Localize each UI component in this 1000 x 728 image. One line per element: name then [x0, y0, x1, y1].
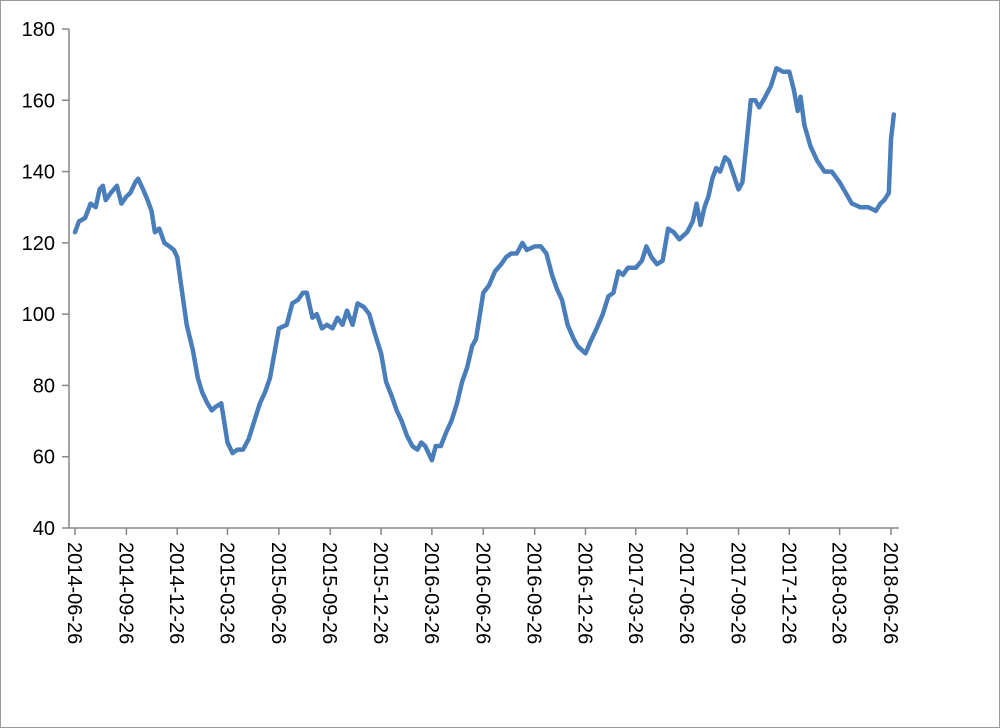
x-axis: 2014-06-26 2014-09-26 2014-12-26 2015-03-26…	[63, 527, 901, 644]
x-tick-label: 2016-09-26	[523, 542, 545, 644]
x-tick-label: 2017-03-26	[624, 542, 646, 644]
y-tick-label: 60	[33, 447, 55, 469]
x-tick-label: 2014-12-26	[165, 542, 187, 644]
y-tick-label: 40	[33, 518, 55, 540]
y-tick-label: 140	[22, 162, 55, 184]
y-tick-label: 160	[22, 90, 55, 112]
x-tick-label: 2018-06-26	[879, 542, 901, 644]
x-tick-label: 2015-09-26	[318, 542, 340, 644]
x-tick-label: 2014-06-26	[63, 542, 85, 644]
y-tick-label: 180	[22, 19, 55, 41]
x-tick-label: 2014-09-26	[114, 542, 136, 644]
x-tick-label: 2015-12-26	[369, 542, 391, 644]
x-tick-label: 2016-12-26	[573, 542, 595, 644]
x-tick-label: 2017-09-26	[727, 542, 749, 644]
series-line	[72, 65, 897, 463]
y-tick-label: 120	[22, 233, 55, 255]
y-tick-label: 80	[33, 375, 55, 397]
x-tick-label: 2017-06-26	[675, 542, 697, 644]
x-tick-label: 2015-03-26	[215, 542, 237, 644]
plot-area	[72, 65, 897, 463]
x-tick-label: 2016-03-26	[420, 542, 442, 644]
y-axis: 40 60 80 100 120 140 160 180	[22, 19, 70, 540]
x-tick-label: 2015-06-26	[267, 542, 289, 644]
x-tick-label: 2016-06-26	[471, 542, 493, 644]
y-tick-label: 100	[22, 304, 55, 326]
x-tick-label: 2018-03-26	[828, 542, 850, 644]
x-tick-label: 2017-12-26	[777, 542, 799, 644]
